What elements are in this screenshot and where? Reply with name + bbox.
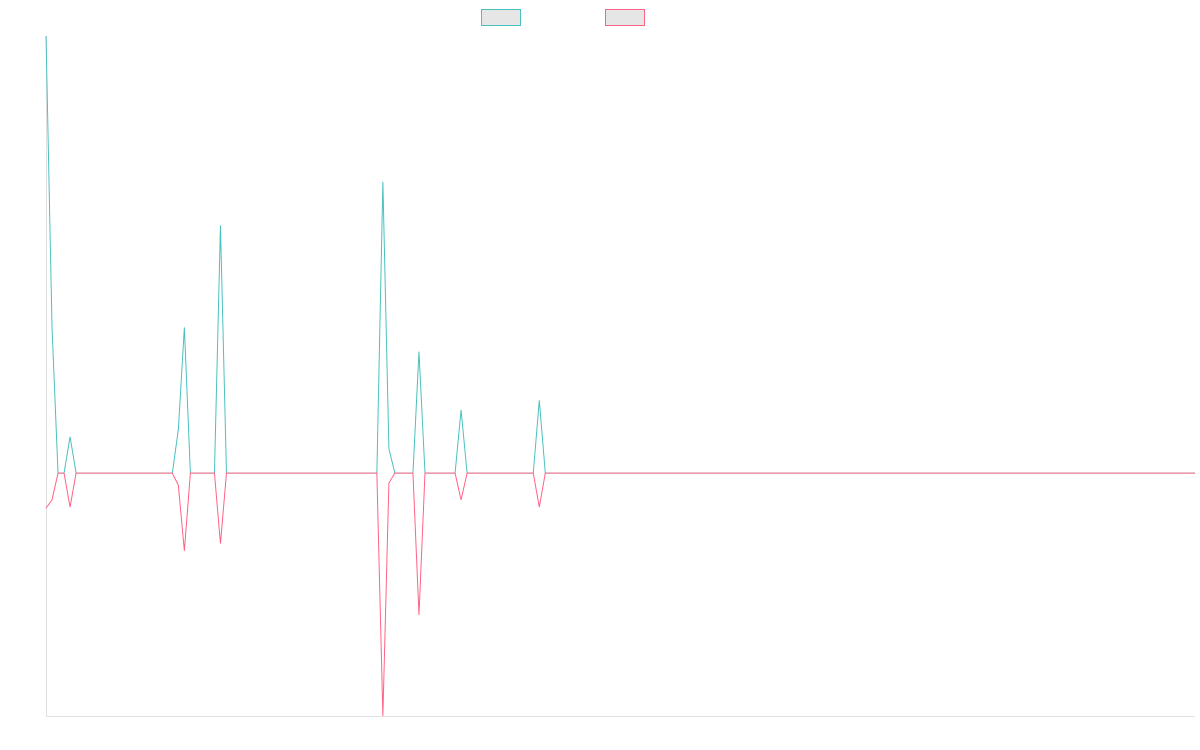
line-series bbox=[45, 35, 1195, 474]
legend-swatch[interactable] bbox=[481, 9, 521, 26]
line-series bbox=[45, 472, 1195, 717]
legend-swatch[interactable] bbox=[605, 9, 645, 26]
